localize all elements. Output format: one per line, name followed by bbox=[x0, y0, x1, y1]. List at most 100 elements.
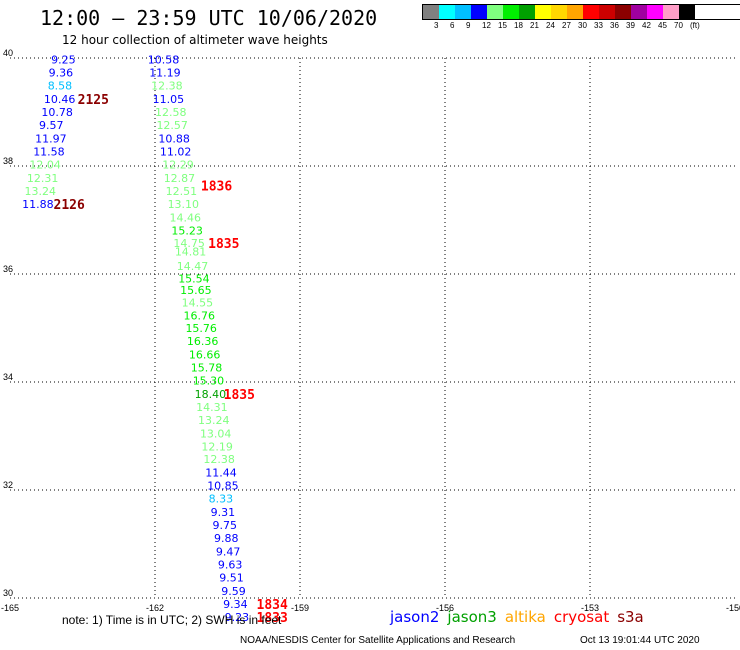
color-scale-labels: 3 6 9 12 15 18 21 24 27 30 33 36 39 42 45 70 (ft) bbox=[422, 20, 740, 32]
color-scale-swatch bbox=[583, 5, 599, 19]
color-scale-legend: 3 6 9 12 15 18 21 24 27 30 33 36 39 42 45 70 (ft) bbox=[422, 4, 740, 32]
color-scale-label: 3 bbox=[434, 21, 439, 30]
color-scale-label: 36 bbox=[610, 21, 619, 30]
color-scale-swatch bbox=[535, 5, 551, 19]
wave-height-value: 15.76 bbox=[185, 322, 217, 335]
color-scale-swatch bbox=[503, 5, 519, 19]
wave-height-value: 12.51 bbox=[166, 185, 198, 198]
wave-height-value: 14.55 bbox=[182, 297, 214, 310]
color-scale-label: 30 bbox=[578, 21, 587, 30]
latitude-tick-label: 38 bbox=[3, 156, 13, 166]
wave-height-value: 9.88 bbox=[214, 532, 239, 545]
satellite-legend-item: jason3 bbox=[447, 608, 497, 626]
wave-height-value: 11.97 bbox=[35, 132, 66, 145]
longitude-tick-label: -165 bbox=[1, 603, 19, 613]
color-scale-label: 27 bbox=[562, 21, 571, 30]
wave-height-value: 11.19 bbox=[149, 67, 181, 80]
wave-height-value: 14.47 bbox=[177, 260, 209, 273]
wave-height-value: 9.59 bbox=[221, 585, 246, 598]
color-scale-swatch bbox=[439, 5, 455, 19]
wave-height-value: 15.54 bbox=[178, 272, 210, 285]
color-scale-swatch bbox=[599, 5, 615, 19]
wave-height-value: 9.57 bbox=[39, 119, 64, 132]
longitude-tick-label: -150 bbox=[726, 603, 740, 613]
longitude-tick-label: -162 bbox=[146, 603, 164, 613]
wave-height-value: 11.44 bbox=[205, 467, 237, 480]
wave-height-value: 13.10 bbox=[168, 198, 200, 211]
wave-height-value: 10.58 bbox=[148, 54, 180, 67]
longitude-tick-label: -156 bbox=[436, 603, 454, 613]
satellite-legend: jason2 jason3 altika cryosat s3a bbox=[390, 608, 652, 626]
map-subtitle: 12 hour collection of altimeter wave hei… bbox=[62, 33, 328, 47]
wave-height-value: 16.36 bbox=[187, 335, 219, 348]
wave-height-value: 12.31 bbox=[27, 172, 58, 185]
color-scale-swatch bbox=[663, 5, 679, 19]
color-scale-swatch bbox=[551, 5, 567, 19]
color-scale-swatch bbox=[679, 5, 695, 19]
wave-height-value: 9.31 bbox=[211, 506, 236, 519]
wave-height-value: 14.81 bbox=[175, 245, 207, 258]
wave-height-value: 18.40 bbox=[195, 388, 227, 401]
wave-height-value: 11.58 bbox=[33, 145, 64, 158]
color-scale-label: 6 bbox=[450, 21, 455, 30]
credit-text: NOAA/NESDIS Center for Satellite Applica… bbox=[240, 635, 516, 646]
wave-height-value: 15.65 bbox=[180, 284, 212, 297]
pass-time-label: 1835 bbox=[208, 237, 239, 252]
wave-height-value: 8.33 bbox=[209, 493, 234, 506]
color-scale-label: 12 bbox=[482, 21, 491, 30]
latitude-tick-label: 30 bbox=[3, 588, 13, 598]
wave-height-value: 12.87 bbox=[164, 172, 196, 185]
wave-height-value: 12.29 bbox=[162, 158, 194, 171]
latitude-tick-label: 34 bbox=[3, 372, 13, 382]
generated-timestamp: Oct 13 19:01:44 UTC 2020 bbox=[580, 635, 700, 646]
wave-height-value: 12.58 bbox=[155, 106, 187, 119]
pass-time-label: 2125 bbox=[78, 93, 109, 108]
pass-time-label: 2126 bbox=[54, 198, 85, 213]
wave-height-value: 13.24 bbox=[25, 185, 57, 198]
wave-height-value: 13.04 bbox=[200, 427, 232, 440]
color-scale-label: 9 bbox=[466, 21, 471, 30]
wave-height-value: 15.78 bbox=[191, 361, 223, 374]
color-scale-label: 18 bbox=[514, 21, 523, 30]
latitude-tick-label: 36 bbox=[3, 264, 13, 274]
color-scale-swatch bbox=[423, 5, 439, 19]
color-scale-swatch bbox=[471, 5, 487, 19]
wave-height-value: 10.88 bbox=[158, 132, 190, 145]
color-scale-swatch bbox=[647, 5, 663, 19]
wave-height-value: 14.31 bbox=[196, 401, 228, 414]
satellite-legend-item: altika bbox=[504, 608, 546, 626]
wave-height-value: 9.51 bbox=[219, 571, 244, 584]
wave-height-value: 10.46 bbox=[44, 93, 75, 106]
wave-height-value: 10.85 bbox=[207, 480, 239, 493]
wave-height-value: 10.78 bbox=[41, 106, 73, 119]
latitude-tick-label: 40 bbox=[3, 48, 13, 58]
wave-height-value: 9.36 bbox=[49, 67, 74, 80]
wave-height-value: 12.04 bbox=[29, 158, 61, 171]
wave-height-value: 14.46 bbox=[170, 211, 202, 224]
wave-height-value: 16.76 bbox=[184, 310, 216, 323]
color-scale-label: 39 bbox=[626, 21, 635, 30]
color-scale-swatch bbox=[615, 5, 631, 19]
footer-note: note: 1) Time is in UTC; 2) SWH is in fe… bbox=[62, 613, 282, 627]
pass-time-label: 1833 bbox=[257, 611, 288, 626]
wave-height-value: 12.38 bbox=[203, 453, 235, 466]
pass-time-label: 1834 bbox=[257, 598, 288, 613]
longitude-tick-label: -159 bbox=[291, 603, 309, 613]
wave-height-value: 9.63 bbox=[218, 559, 243, 572]
satellite-legend-item: cryosat bbox=[553, 608, 610, 626]
wave-height-value: 9.25 bbox=[51, 54, 75, 67]
color-scale-label: 70 bbox=[674, 21, 683, 30]
wave-height-value: 11.05 bbox=[153, 93, 185, 106]
color-scale-swatch bbox=[455, 5, 471, 19]
color-scale-label: 15 bbox=[498, 21, 507, 30]
wave-height-value: 11.88 bbox=[22, 198, 54, 211]
wave-height-value: 12.19 bbox=[201, 440, 233, 453]
pass-time-label: 1836 bbox=[201, 179, 232, 194]
satellite-legend-item: jason2 bbox=[390, 608, 440, 626]
wave-height-value: 15.23 bbox=[171, 224, 203, 237]
wave-height-value: 8.58 bbox=[48, 80, 72, 93]
longitude-tick-label: -153 bbox=[581, 603, 599, 613]
wave-height-value: 9.75 bbox=[213, 519, 238, 532]
wave-height-value: 16.66 bbox=[189, 348, 221, 361]
